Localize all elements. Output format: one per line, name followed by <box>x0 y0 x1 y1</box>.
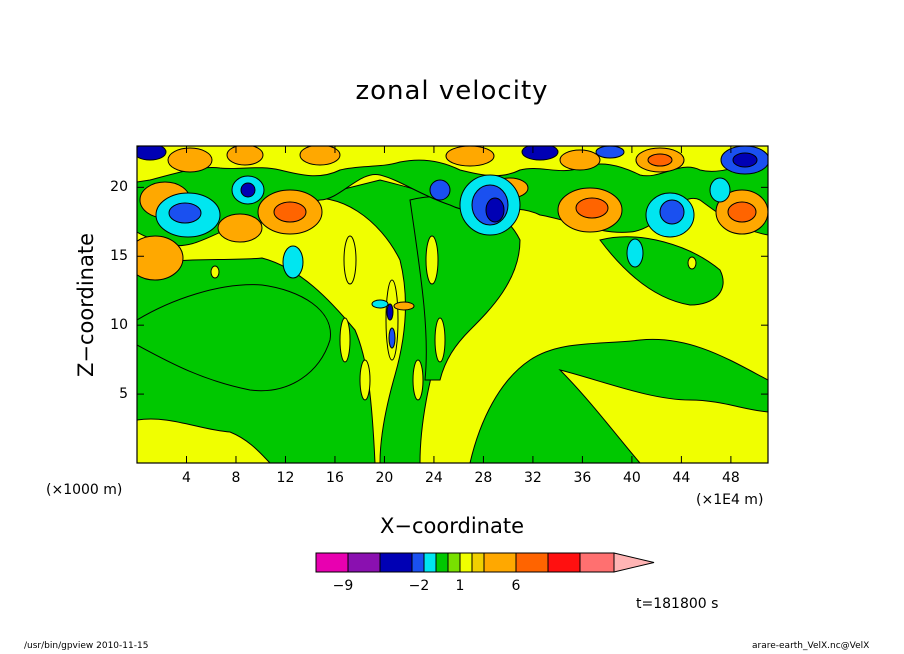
x-tick-label: 8 <box>231 470 241 486</box>
patch-blue <box>429 179 451 201</box>
colorbar-swatch <box>471 552 485 573</box>
patch-orange-strong <box>647 153 673 167</box>
field-positive-lower-right <box>558 369 768 463</box>
jet-core-negative <box>386 303 394 321</box>
axis-ticks <box>137 146 768 463</box>
patch-orange <box>167 147 213 173</box>
patch-orange <box>217 213 263 243</box>
colorbar-swatch <box>379 552 413 573</box>
patch-orange <box>299 146 341 166</box>
time-label: t=181800 s <box>636 596 719 612</box>
x-tick-label: 32 <box>523 470 542 486</box>
jet-core-cyan <box>371 299 389 309</box>
x-tick-label: 24 <box>425 470 443 486</box>
x-tick-label: 20 <box>375 470 394 486</box>
x-tick-label: 4 <box>182 470 191 486</box>
x-tick-label: 40 <box>622 470 641 486</box>
y-tick-label: 20 <box>110 179 128 196</box>
patch-blue-strong <box>137 146 167 161</box>
colorbar-label: −9 <box>332 578 354 594</box>
patch-orange <box>559 149 601 171</box>
colorbar-label: −2 <box>408 578 430 594</box>
y-axis-label: Z−coordinate <box>74 233 98 377</box>
colorbar <box>315 552 655 573</box>
chart-title: zonal velocity <box>355 76 549 106</box>
y-tick-label: 5 <box>119 386 128 403</box>
streak <box>339 317 351 363</box>
patch-blue <box>168 202 202 224</box>
colorbar-swatch <box>579 552 615 573</box>
jet-core-orange <box>393 301 415 311</box>
patch-orange <box>445 146 495 167</box>
streak <box>343 235 357 285</box>
colorbar-swatch <box>483 552 517 573</box>
colorbar-swatch <box>347 552 381 573</box>
streak <box>359 359 371 401</box>
patch-blue-strong <box>732 152 758 168</box>
streak <box>412 359 424 401</box>
patch-orange-strong <box>273 201 307 223</box>
footer-file: arare-earth_VelX.nc@VelX <box>752 641 870 651</box>
x-axis-label: X−coordinate <box>380 514 524 538</box>
x-tick-label: 16 <box>326 470 344 486</box>
x-unit-left: (×1000 m) <box>46 482 123 498</box>
colorbar-extend-arrow <box>613 552 655 573</box>
patch-orange <box>137 235 184 281</box>
plot-frame <box>136 145 769 464</box>
footer-command: /usr/bin/gpview 2010-11-15 <box>24 641 149 651</box>
patch-blue <box>659 199 685 225</box>
colorbar-label: 6 <box>511 578 521 594</box>
colorbar-swatch <box>547 552 581 573</box>
colorbar-swatch <box>447 552 461 573</box>
x-tick-label: 28 <box>474 470 493 486</box>
contour-field <box>137 146 768 463</box>
colorbar-swatch <box>423 552 437 573</box>
streak <box>434 317 446 363</box>
colorbar-swatch <box>411 552 425 573</box>
field-negative-mid-left <box>137 284 331 392</box>
colorbar-swatch <box>459 552 473 573</box>
patch-blue-strong <box>240 182 256 198</box>
x-tick-label: 12 <box>276 470 295 486</box>
patch-orange-strong <box>575 197 609 219</box>
x-tick-label: 48 <box>721 470 740 486</box>
colorbar-swatch <box>435 552 449 573</box>
x-tick-label: 36 <box>573 470 592 486</box>
colorbar-label: 1 <box>455 578 465 594</box>
field-positive-lower-left <box>137 418 271 463</box>
patch-blue <box>595 146 625 159</box>
streak <box>210 265 220 279</box>
patch-cyan <box>626 238 644 268</box>
patch-orange <box>226 146 264 166</box>
x-tick-label: 44 <box>672 470 691 486</box>
streak <box>425 235 439 285</box>
jet-core-negative <box>388 327 396 349</box>
streak <box>687 256 697 270</box>
patch-blue-strong <box>485 197 505 223</box>
patch-cyan <box>709 177 731 203</box>
y-tick-label: 15 <box>110 248 128 265</box>
x-unit-right: (×1E4 m) <box>696 492 764 508</box>
patch-orange-strong <box>727 201 757 223</box>
colorbar-swatch <box>315 552 349 573</box>
patch-blue-strong <box>521 146 559 161</box>
y-tick-label: 10 <box>110 317 128 334</box>
colorbar-swatch <box>515 552 549 573</box>
patch-cyan <box>282 245 304 279</box>
